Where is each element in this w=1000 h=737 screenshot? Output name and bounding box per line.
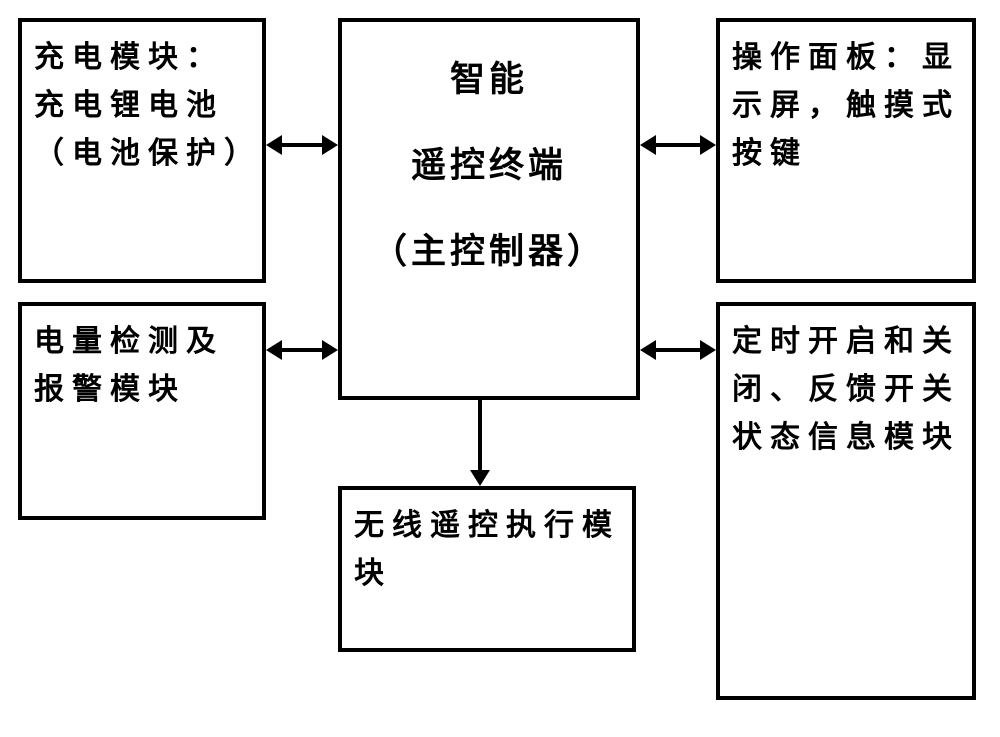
main-controller-line3: （主控制器） <box>372 224 606 280</box>
arrow-center-topright-head-right <box>700 135 716 155</box>
arrow-center-bottomcenter-line <box>478 400 482 470</box>
arrow-topleft-center-line <box>282 143 322 147</box>
arrow-midleft-center-head-left <box>266 340 282 360</box>
arrow-center-bottomright-line <box>656 348 700 352</box>
arrow-midleft-center-line <box>282 348 322 352</box>
arrow-center-bottomright-head-left <box>640 340 656 360</box>
main-controller-line2: 遥控终端 <box>411 138 567 194</box>
timer-feedback-text: 定时开启和关闭、反馈开关状态信息模块 <box>732 318 960 462</box>
wireless-remote-text: 无线遥控执行模块 <box>354 502 620 598</box>
timer-feedback-box: 定时开启和关闭、反馈开关状态信息模块 <box>716 302 976 700</box>
control-panel-box: 操作面板：显示屏，触摸式按键 <box>716 18 976 283</box>
charging-module-text: 充电模块：充电锂电池（电池保护） <box>34 34 250 178</box>
main-controller-box: 智能 遥控终端 （主控制器） <box>338 18 640 400</box>
control-panel-text: 操作面板：显示屏，触摸式按键 <box>732 34 960 178</box>
arrow-center-bottomcenter-head <box>470 470 490 486</box>
arrow-midleft-center-head-right <box>322 340 338 360</box>
charging-module-box: 充电模块：充电锂电池（电池保护） <box>18 18 266 283</box>
arrow-topleft-center-head-left <box>266 135 282 155</box>
arrow-center-topright-head-left <box>640 135 656 155</box>
arrow-center-bottomright-head-right <box>700 340 716 360</box>
battery-detect-box: 电量检测及报警模块 <box>18 302 266 520</box>
main-controller-line1: 智能 <box>450 52 528 108</box>
battery-detect-text: 电量检测及报警模块 <box>34 318 250 414</box>
arrow-topleft-center-head-right <box>322 135 338 155</box>
arrow-center-topright-line <box>656 143 700 147</box>
wireless-remote-box: 无线遥控执行模块 <box>338 486 636 652</box>
